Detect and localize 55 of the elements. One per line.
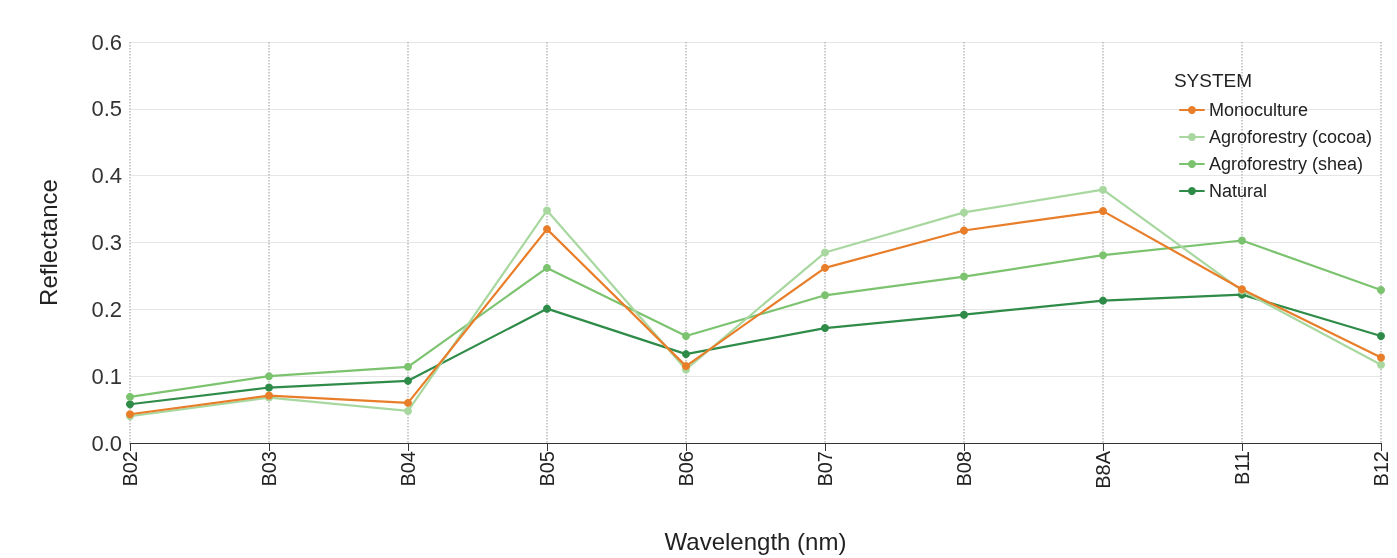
point — [265, 372, 273, 381]
point — [1099, 251, 1107, 260]
legend-title: SYSTEM — [1173, 70, 1252, 91]
point — [265, 383, 273, 392]
legend-label: Agroforestry (shea) — [1208, 154, 1364, 174]
x-tick-label: B12 — [1370, 451, 1392, 487]
point — [1377, 332, 1385, 341]
point — [543, 263, 551, 272]
point — [960, 310, 968, 319]
x-tick-label: B02 — [119, 451, 141, 487]
point — [682, 350, 690, 359]
y-tick-label: 0.5 — [91, 96, 122, 122]
point — [821, 324, 829, 333]
x-tick-label: B04 — [397, 451, 419, 487]
y-tick-label: 0.2 — [91, 296, 122, 322]
y-tick-label: 0.6 — [91, 29, 122, 55]
point — [1377, 285, 1385, 294]
y-tick-label: 0.1 — [91, 363, 122, 389]
point — [404, 362, 412, 371]
legend-label: Natural — [1208, 181, 1267, 201]
y-axis-title: Reflectance — [34, 179, 62, 306]
point — [960, 272, 968, 281]
x-tick-label: B07 — [814, 451, 836, 487]
point — [126, 392, 134, 401]
point — [821, 291, 829, 300]
x-tick-label: B03 — [258, 451, 280, 487]
x-tick-label: B06 — [675, 451, 697, 487]
x-tick-label: B11 — [1231, 451, 1253, 486]
x-axis-title: Wavelength (nm) — [664, 527, 847, 555]
point — [960, 208, 968, 217]
point — [821, 248, 829, 257]
legend-label: Agroforestry (cocoa) — [1208, 127, 1373, 147]
point — [543, 304, 551, 313]
point — [682, 332, 690, 341]
point — [404, 376, 412, 385]
point — [543, 206, 551, 215]
point — [404, 406, 412, 415]
point — [821, 263, 829, 272]
point — [1099, 296, 1107, 305]
x-tick-label: B8A — [1092, 450, 1114, 489]
point — [1377, 360, 1385, 369]
y-tick-label: 0.0 — [91, 430, 122, 456]
y-tick-label: 0.3 — [91, 230, 122, 255]
legend-label: Monoculture — [1208, 100, 1309, 120]
point — [543, 225, 551, 234]
x-tick-label: B08 — [953, 451, 975, 487]
y-tick-label: 0.4 — [91, 163, 122, 189]
point — [126, 400, 134, 409]
point — [1099, 185, 1107, 194]
x-tick-label: B05 — [536, 451, 558, 487]
point — [1099, 207, 1107, 216]
point — [1377, 353, 1385, 362]
point — [404, 398, 412, 407]
point — [1238, 236, 1246, 245]
point — [960, 226, 968, 235]
